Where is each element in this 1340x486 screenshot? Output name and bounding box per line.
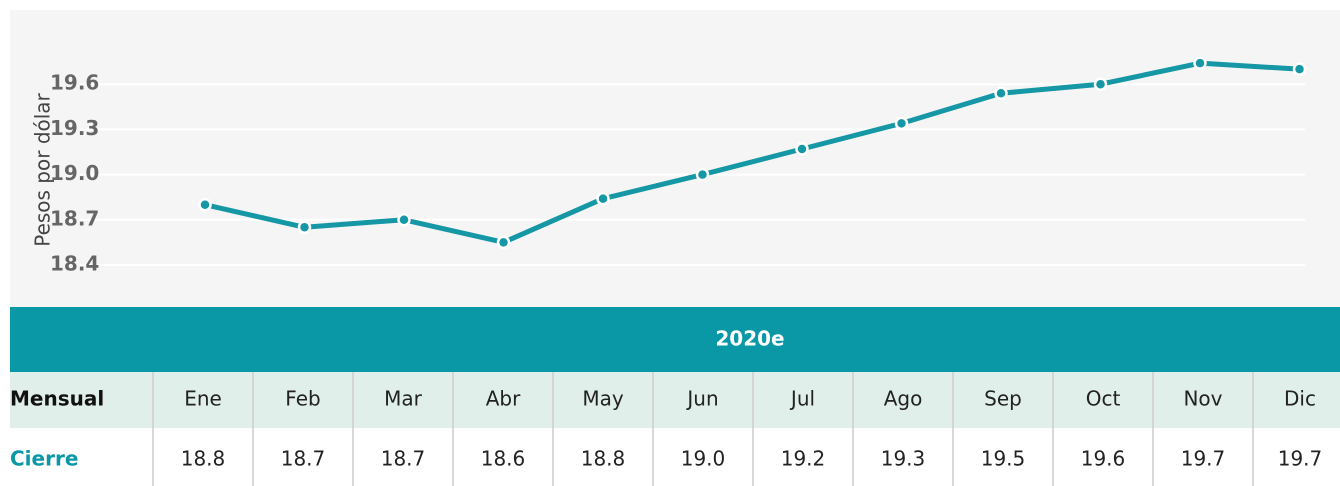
point [496, 235, 511, 250]
point [397, 213, 411, 227]
point [1193, 56, 1207, 70]
point [297, 220, 312, 235]
table-header-band [10, 307, 1340, 372]
point [994, 86, 1008, 101]
cell: 19.3 [881, 447, 926, 471]
cell: Oct [1086, 387, 1121, 411]
point [1292, 62, 1307, 76]
cell: May [582, 387, 624, 411]
point [695, 167, 710, 182]
cell: Jun [685, 387, 718, 411]
cell: Feb [285, 387, 320, 411]
table-header: 2020e [715, 327, 784, 351]
point [795, 142, 809, 156]
row-label: Cierre [10, 447, 78, 471]
y-tick-label: 19.6 [50, 71, 99, 95]
cell: Dic [1284, 387, 1316, 411]
y-tick-label: 19.3 [50, 116, 99, 140]
cell: 19.0 [681, 447, 726, 471]
cell: Ene [184, 387, 222, 411]
cell: Jul [789, 387, 815, 411]
point [1093, 77, 1108, 91]
cell: 19.7 [1278, 447, 1323, 471]
cell: 18.8 [581, 447, 626, 471]
cell: Abr [486, 387, 521, 411]
line [204, 60, 1300, 245]
cell: Nov [1183, 387, 1222, 411]
point [894, 116, 909, 131]
cell: Mar [384, 387, 423, 411]
cell: 18.6 [481, 447, 526, 471]
y-tick-label: 18.7 [50, 206, 99, 230]
cell: 18.7 [281, 447, 326, 471]
y-tick-label: 18.4 [50, 251, 99, 275]
table-row-band [10, 372, 1340, 428]
cell: 19.5 [981, 447, 1026, 471]
point [198, 197, 212, 212]
cell: 18.7 [381, 447, 426, 471]
cell: 18.8 [181, 447, 226, 471]
y-axis-label: Pesos por dólar [31, 92, 55, 246]
point [596, 191, 610, 206]
cell: Ago [884, 387, 923, 411]
cell: 19.7 [1181, 447, 1226, 471]
row-label: Mensual [10, 387, 104, 411]
cell: 19.6 [1081, 447, 1126, 471]
cell: 19.2 [781, 447, 826, 471]
plot-background [10, 10, 1340, 307]
cell: Sep [984, 387, 1022, 411]
y-tick-label: 19.0 [50, 161, 99, 185]
